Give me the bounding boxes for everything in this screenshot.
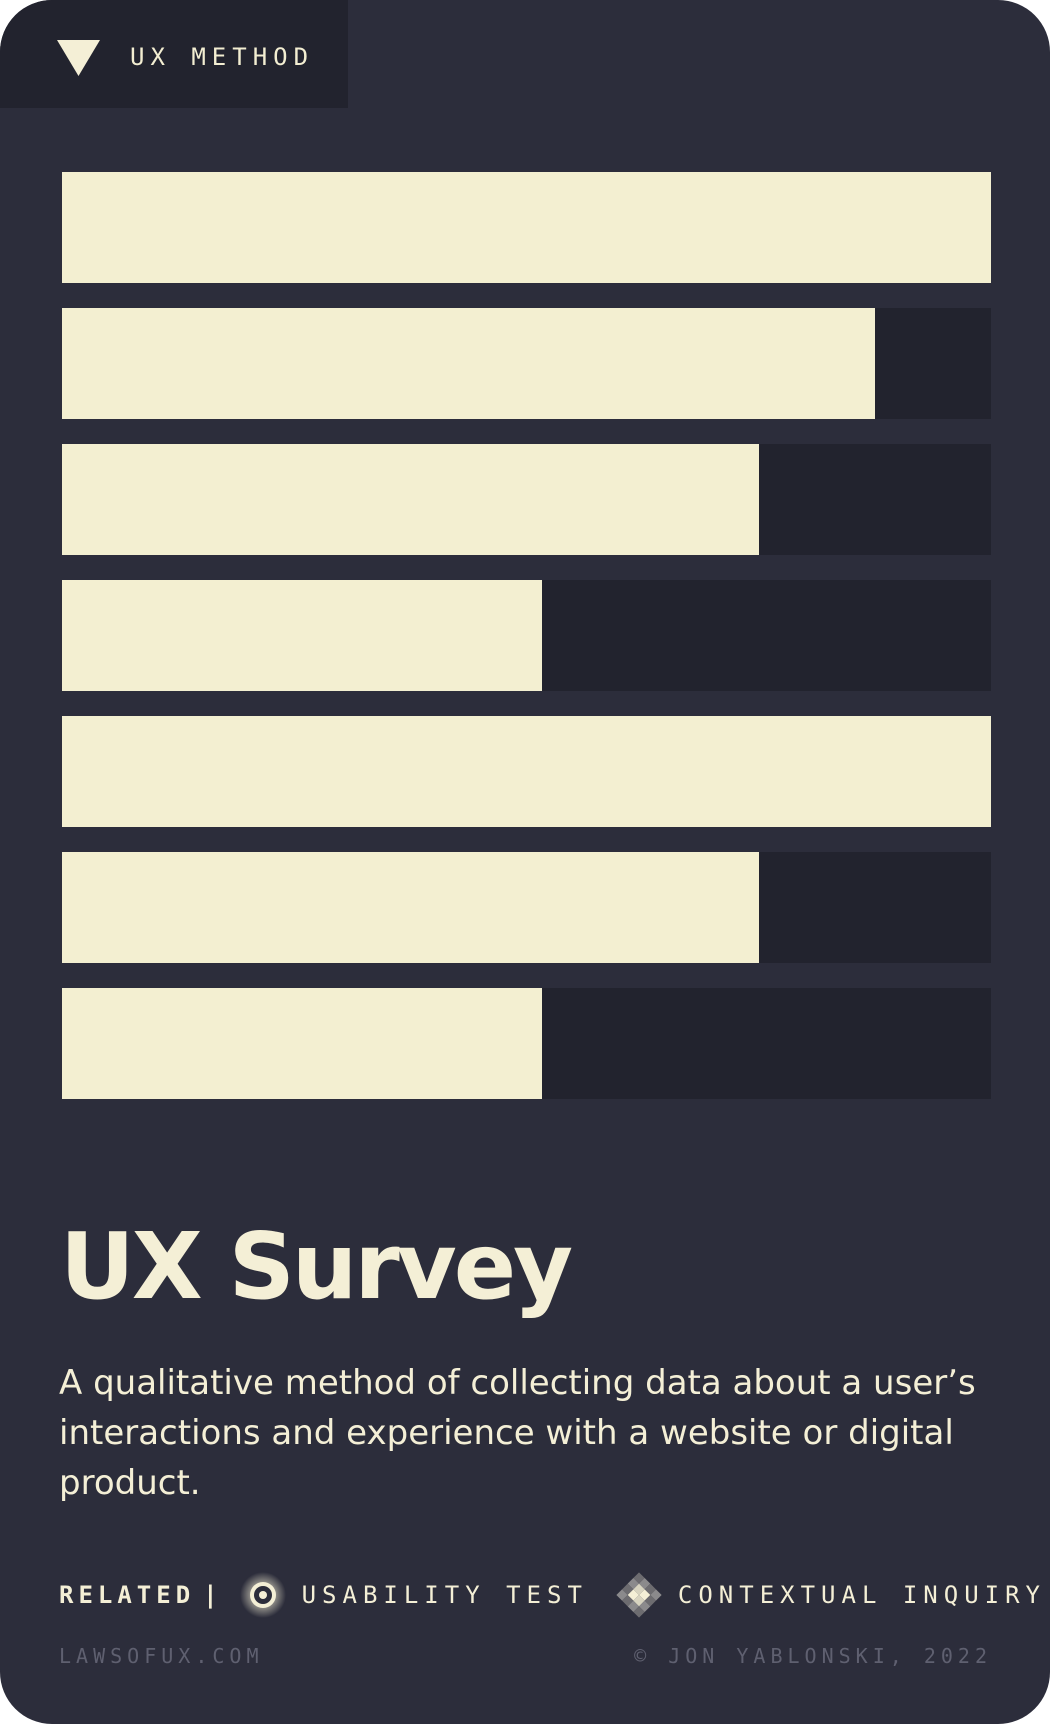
bar-track-7 xyxy=(62,988,991,1099)
triangle-down-icon xyxy=(57,40,100,76)
contextual-inquiry-icon[interactable] xyxy=(616,1572,662,1618)
description: A qualitative method of collecting data … xyxy=(59,1363,976,1503)
bar-track-5 xyxy=(62,716,991,827)
bar-fill-4 xyxy=(62,580,543,691)
bar-track-3 xyxy=(62,444,991,555)
survey-bars xyxy=(62,172,991,1124)
page-title: UX Survey xyxy=(60,1213,573,1320)
related-label: RELATED xyxy=(59,1581,196,1609)
related-section: RELATED | USABILITY TEST xyxy=(59,1572,1050,1618)
bar-track-1 xyxy=(62,172,991,283)
copyright: © JON YABLONSKI, 2022 xyxy=(634,1644,992,1668)
bar-fill-3 xyxy=(62,444,759,555)
bar-track-2 xyxy=(62,308,991,419)
bar-fill-6 xyxy=(62,852,759,963)
related-item-contextual-inquiry[interactable]: CONTEXTUAL INQUIRY xyxy=(677,1581,1046,1609)
related-separator: | xyxy=(203,1581,218,1609)
bar-track-6 xyxy=(62,852,991,963)
usability-test-icon[interactable] xyxy=(239,1572,286,1618)
related-item-usability-test[interactable]: USABILITY TEST xyxy=(301,1581,588,1609)
site-link[interactable]: LAWSOFUX.COM xyxy=(59,1644,264,1668)
bar-track-4 xyxy=(62,580,991,691)
bar-fill-1 xyxy=(62,172,991,283)
bar-fill-7 xyxy=(62,988,543,1099)
category-tab: UX METHOD xyxy=(0,0,348,108)
category-label: UX METHOD xyxy=(130,43,315,71)
bar-fill-5 xyxy=(62,716,991,827)
bar-fill-2 xyxy=(62,308,875,419)
